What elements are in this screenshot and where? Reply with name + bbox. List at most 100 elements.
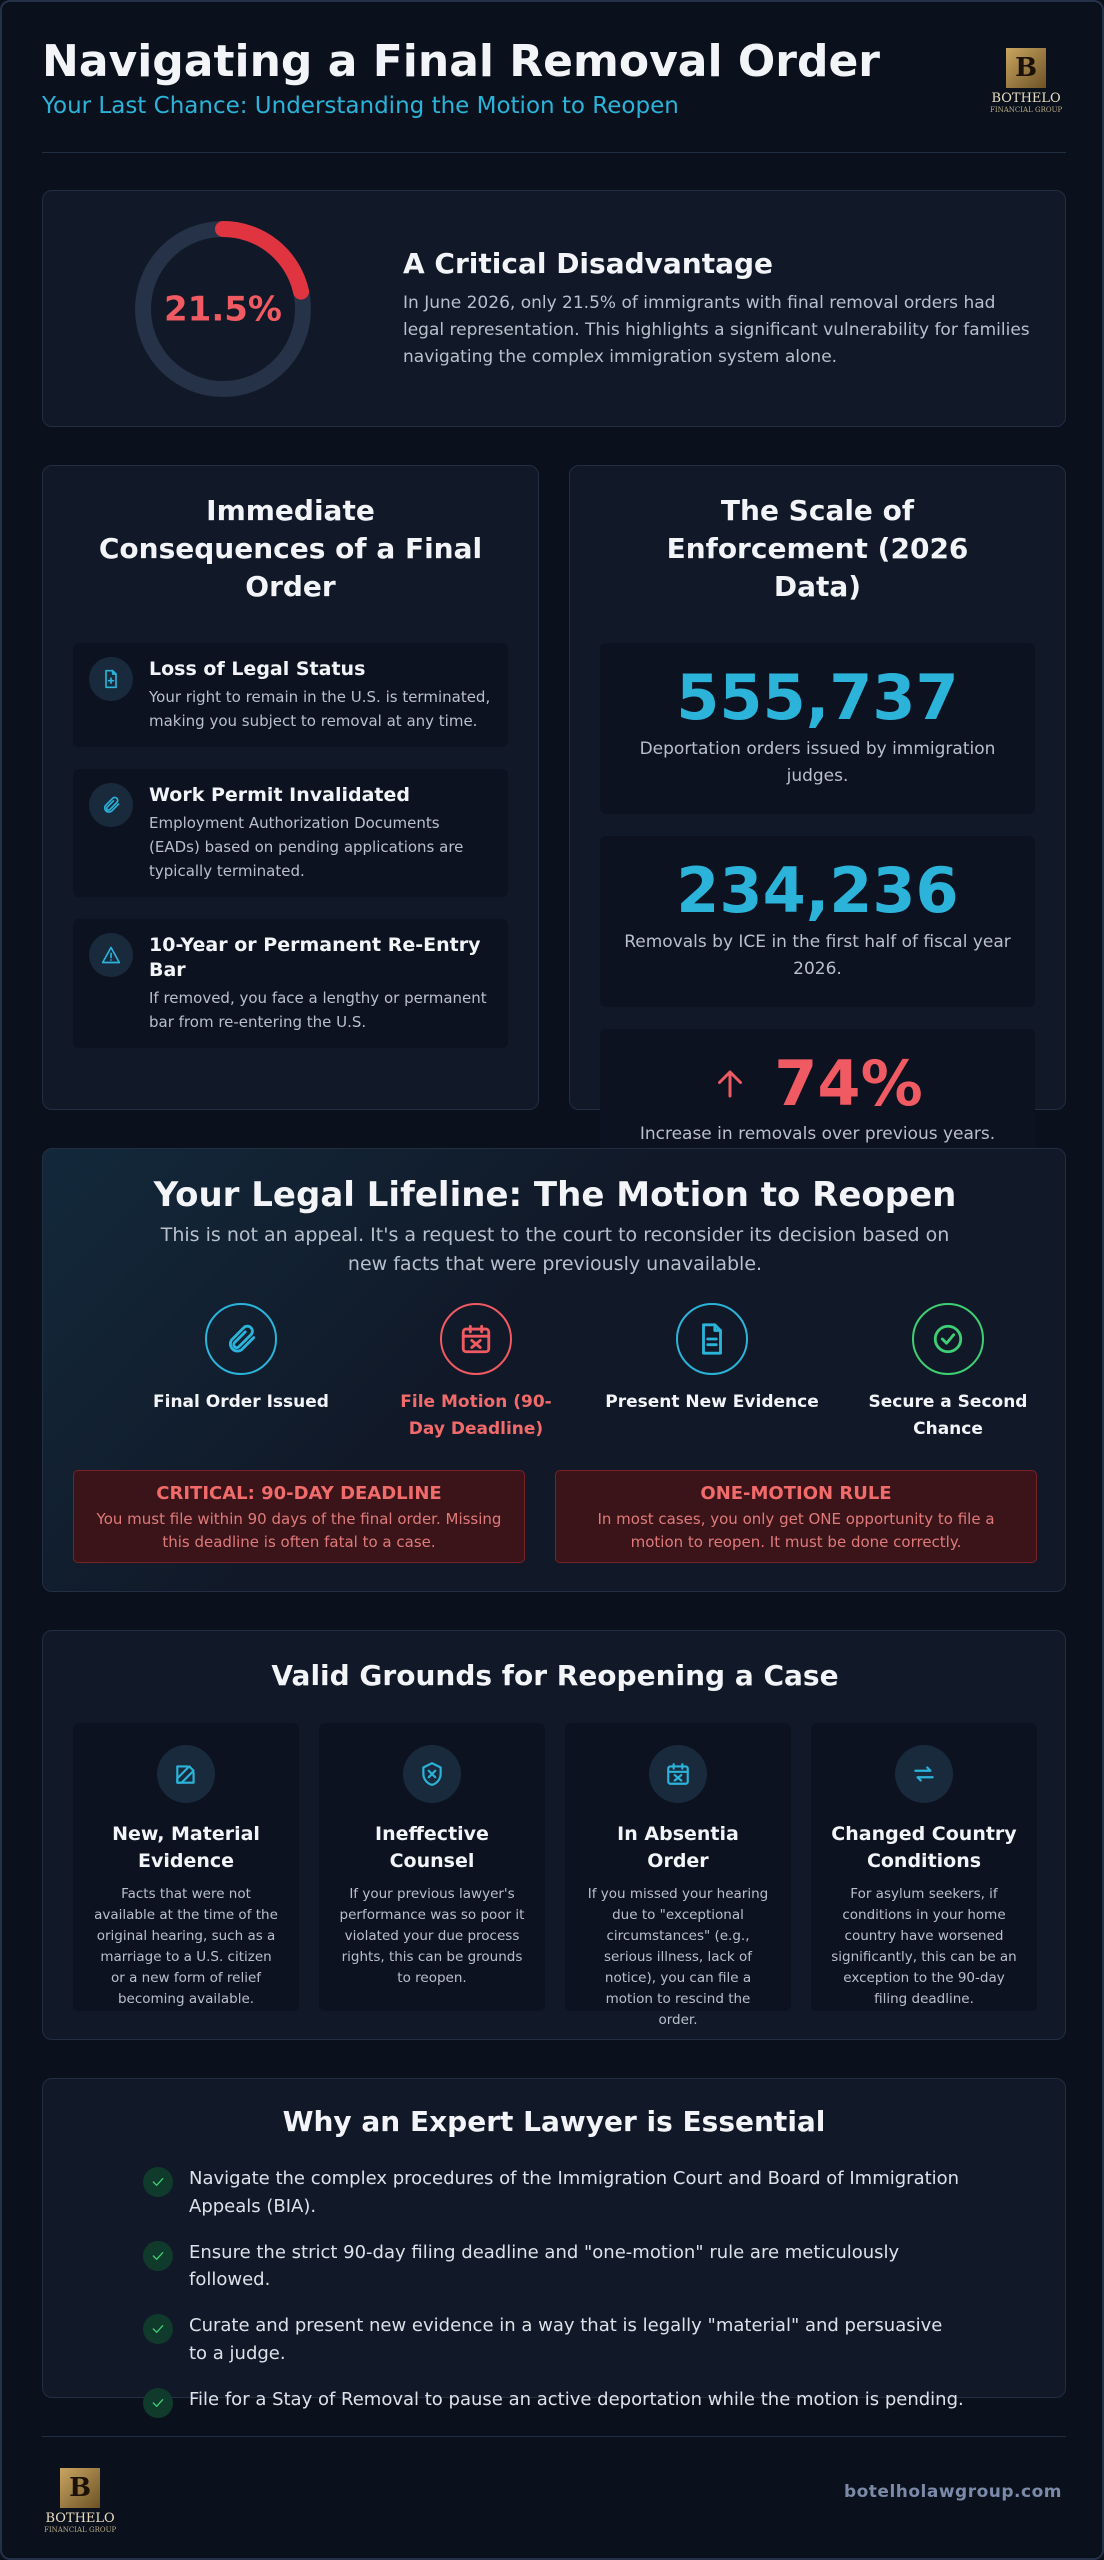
icon — [89, 783, 133, 828]
check-icon — [143, 2314, 173, 2345]
logo: B BOTHELO FINANCIAL GROUP — [990, 48, 1062, 114]
alert-text: In most cases, you only get ONE opportun… — [597, 1510, 995, 1552]
ground-item: New, Material Evidence Facts that were no… — [73, 1723, 299, 2011]
alert-box: CRITICAL: 90-DAY DEADLINE You must file w… — [73, 1470, 525, 1563]
stat-text: Deportation orders issued by immigration… — [639, 738, 996, 786]
card-title: Immediate Consequences of a Final Order — [98, 494, 483, 603]
step-label: Final Order Issued — [153, 1392, 329, 1412]
step-label: Present New Evidence — [605, 1392, 819, 1412]
header: Navigating a Final Removal Order Your La… — [42, 36, 880, 119]
check-icon — [143, 2388, 173, 2419]
alert-title: CRITICAL: 90-DAY DEADLINE — [156, 1483, 442, 1504]
step-icon — [912, 1303, 984, 1375]
step: File Motion (90-Day Deadline) — [361, 1303, 591, 1443]
stat-text: Removals by ICE in the first half of fis… — [624, 931, 1011, 979]
logo-name: BOTHELO — [991, 91, 1061, 106]
item-title: Loss of Legal Status — [149, 658, 366, 681]
logo-name: BOTHELO — [45, 2511, 115, 2526]
bullet-text: Ensure the strict 90-day filing deadline… — [189, 2241, 900, 2291]
ground-title: Ineffective Counsel — [375, 1823, 489, 1872]
step-icon — [676, 1303, 748, 1375]
arrow-icon — [712, 1066, 748, 1102]
stat-box: 74% Increase in removals over previous ye… — [600, 1028, 1035, 1167]
check-icon — [143, 2166, 173, 2197]
item-body: Work Permit Invalidated Employment Author… — [149, 783, 492, 883]
item-title: Work Permit Invalidated — [149, 784, 410, 807]
divider — [42, 152, 1066, 153]
consequence-item: 10-Year or Permanent Re-Entry Bar If remo… — [73, 918, 508, 1048]
donut: 21.5% — [135, 221, 311, 397]
item-title: 10-Year or Permanent Re-Entry Bar — [149, 933, 481, 982]
bullet: Navigate the complex procedures of the I… — [143, 2165, 965, 2221]
ground-title: Changed Country Conditions — [831, 1823, 1017, 1872]
heading: A Critical Disadvantage — [403, 247, 774, 280]
subtitle: This is not an appeal. It's a request to… — [160, 1224, 950, 1275]
ground-item: Changed Country Conditions For asylum see… — [811, 1723, 1037, 2011]
consequences-card: Immediate Consequences of a Final Order … — [42, 465, 539, 1110]
item-text: If removed, you face a lengthy or perman… — [149, 988, 487, 1031]
step: Final Order Issued — [126, 1303, 356, 1416]
bullet: Ensure the strict 90-day filing deadline… — [143, 2239, 965, 2295]
icon — [157, 1745, 215, 1803]
stat-label: 21.5% — [164, 290, 282, 330]
bullet-text: Navigate the complex procedures of the I… — [189, 2167, 960, 2217]
title: Navigating a Final Removal Order — [42, 36, 880, 87]
logo-sub: FINANCIAL GROUP — [990, 106, 1063, 114]
step: Secure a Second Chance — [833, 1303, 1063, 1443]
footer-logo: B BOTHELO FINANCIAL GROUP — [44, 2468, 116, 2534]
ground-text: For asylum seekers, if conditions in you… — [831, 1886, 1017, 2007]
bullet: Curate and present new evidence in a way… — [143, 2312, 965, 2368]
ground-title: In Absentia Order — [617, 1823, 739, 1872]
card-title: Why an Expert Lawyer is Essential — [282, 2105, 826, 2138]
lawyer-card: Why an Expert Lawyer is Essential Naviga… — [42, 2078, 1066, 2419]
enforcement-card: The Scale of Enforcement (2026 Data) 555… — [569, 465, 1066, 1167]
text: In June 2026, only 21.5% of immigrants w… — [403, 293, 1030, 368]
bullet-text: File for a Stay of Removal to pause an a… — [189, 2389, 964, 2411]
lifeline-card: Your Legal Lifeline: The Motion to Reope… — [42, 1148, 1066, 1592]
footer-url: botelholawgroup.com — [843, 2482, 1062, 2502]
consequence-item: Work Permit Invalidated Employment Author… — [73, 769, 508, 897]
stat-number: 74% — [774, 1046, 923, 1120]
donut-arc — [135, 221, 311, 397]
ground-item: Ineffective Counsel If your previous lawy… — [319, 1723, 545, 2011]
card-title: Valid Grounds for Reopening a Case — [271, 1659, 839, 1692]
icon — [89, 932, 133, 977]
ground-item: In Absentia Order If you missed your hear… — [565, 1723, 791, 2028]
stat-row: 234,236 — [624, 854, 1011, 928]
stat-box: 555,737 Deportation orders issued by immi… — [600, 643, 1035, 815]
divider — [42, 2436, 1066, 2437]
icon — [403, 1745, 461, 1803]
highlight-card: 21.5% A Critical Disadvantage In June 20… — [42, 190, 1066, 427]
card-title: The Scale of Enforcement (2026 Data) — [666, 494, 969, 603]
alert-box: ONE-MOTION RULE In most cases, you only g… — [555, 1470, 1037, 1563]
stat-number: 234,236 — [676, 854, 959, 928]
ground-text: Facts that were not available at the tim… — [94, 1886, 278, 2007]
alert-title: ONE-MOTION RULE — [700, 1483, 892, 1504]
ground-title: New, Material Evidence — [112, 1823, 260, 1872]
ground-text: If your previous lawyer's performance wa… — [339, 1886, 525, 1986]
icon — [649, 1745, 707, 1803]
stat-number: 555,737 — [676, 661, 959, 735]
ground-text: If you missed your hearing due to "excep… — [587, 1886, 769, 2028]
bullet: File for a Stay of Removal to pause an a… — [143, 2386, 965, 2419]
step: Present New Evidence — [597, 1303, 827, 1416]
stat-text: Increase in removals over previous years… — [639, 1124, 996, 1145]
item-body: Loss of Legal Status Your right to remain… — [149, 657, 492, 733]
card-title: Your Legal Lifeline: The Motion to Reope… — [153, 1175, 957, 1215]
stat-box: 234,236 Removals by ICE in the first half… — [600, 836, 1035, 1007]
item-text: Employment Authorization Documents (EADs… — [149, 813, 464, 880]
grounds-card: Valid Grounds for Reopening a Case New, … — [42, 1630, 1066, 2040]
step-icon — [440, 1303, 512, 1375]
stat-row: 555,737 — [624, 661, 1011, 735]
step-icon — [205, 1303, 277, 1375]
consequence-item: Loss of Legal Status Your right to remain… — [73, 643, 508, 748]
icon — [89, 657, 133, 702]
check-icon — [143, 2240, 173, 2271]
icon — [895, 1745, 953, 1803]
step-label: Secure a Second Chance — [868, 1392, 1028, 1440]
stat-row: 74% — [624, 1047, 1011, 1121]
alert-text: You must file within 90 days of the fina… — [96, 1510, 502, 1552]
logo-sub: FINANCIAL GROUP — [44, 2526, 117, 2534]
step-label: File Motion (90-Day Deadline) — [400, 1392, 552, 1440]
